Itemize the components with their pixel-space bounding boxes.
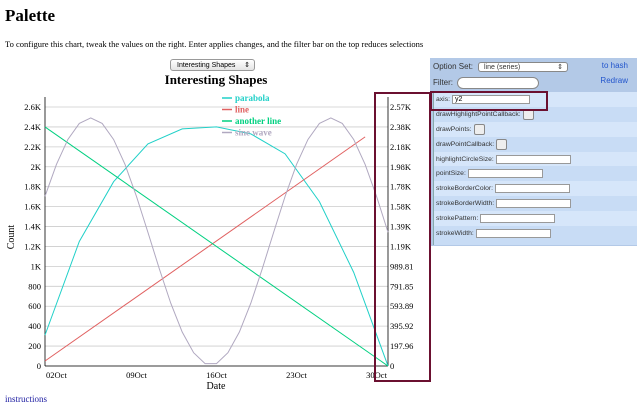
options-list: axis: drawHighlightPointCallback: drawPoin… — [433, 92, 637, 245]
y2-axis-highlight — [374, 92, 431, 382]
option-label: strokeWidth: — [436, 229, 474, 237]
chart-select[interactable]: Interesting Shapes ⇕ — [170, 59, 255, 71]
x-tick-label: 02Oct — [46, 370, 67, 380]
option-row: highlightCircleSize: — [434, 151, 637, 167]
to-hash-link[interactable]: to hash — [601, 61, 628, 70]
option-input[interactable] — [475, 228, 551, 238]
axis-option-highlight — [430, 91, 548, 111]
select-arrows-icon: ⇕ — [557, 64, 563, 71]
option-label: drawPointCallback: — [436, 140, 495, 148]
y-tick-label: 0 — [37, 361, 41, 371]
option-button[interactable] — [496, 138, 508, 150]
filter-label: Filter: — [433, 78, 453, 87]
y-tick-label: 2.2K — [24, 142, 42, 152]
y-tick-label: 1.6K — [24, 202, 42, 212]
option-checkbox[interactable] — [473, 123, 485, 135]
y-tick-label: 1.4K — [24, 222, 42, 232]
option-row: strokeWidth: — [434, 226, 637, 241]
legend-label: parabola — [235, 93, 270, 103]
y-tick-label: 2.6K — [24, 102, 42, 112]
select-arrows-icon: ⇕ — [244, 62, 250, 69]
y2-tick-label: 2.18K — [390, 142, 412, 152]
y2-tick-label: 395.92 — [390, 321, 413, 331]
y2-tick-label: 791.85 — [390, 281, 413, 291]
y-axis-label: Count — [6, 225, 17, 250]
y-tick-label: 2K — [31, 162, 42, 172]
option-input[interactable] — [495, 184, 571, 194]
x-axis-label: Date — [207, 381, 226, 392]
option-input[interactable] — [496, 199, 572, 209]
option-label: highlightCircleSize: — [436, 155, 494, 163]
series-line-line — [44, 136, 366, 362]
option-row: pointSize: — [434, 166, 637, 181]
option-row: drawPointCallback: — [434, 137, 637, 152]
option-label: strokeBorderColor: — [436, 185, 494, 193]
y2-tick-label: 2.38K — [390, 122, 412, 132]
y2-tick-label: 1.58K — [390, 202, 412, 212]
legend-label: sine wave — [235, 128, 272, 138]
x-tick-label: 09Oct — [126, 370, 147, 380]
y-tick-label: 1.2K — [24, 241, 42, 251]
option-row: strokeBorderColor: — [434, 181, 637, 197]
chart-select-value: Interesting Shapes — [177, 62, 236, 69]
series-line-another-line — [44, 126, 389, 367]
y-tick-label: 800 — [28, 281, 41, 291]
x-tick-label: 30Oct — [366, 370, 387, 380]
y2-tick-label: 1.19K — [390, 241, 412, 251]
y2-tick-label: 1.39K — [390, 222, 412, 232]
option-row: axis: — [434, 92, 637, 107]
instructions-link[interactable]: instructions — [5, 394, 47, 404]
series-line-sine-wave — [44, 117, 389, 365]
y-tick-label: 2.4K — [24, 122, 42, 132]
redraw-link[interactable]: Redraw — [600, 76, 628, 85]
y2-tick-label: 197.96 — [390, 341, 413, 351]
option-input[interactable] — [480, 214, 556, 224]
x-tick-label: 23Oct — [286, 370, 307, 380]
series-line-parabola — [44, 126, 389, 367]
y2-tick-label: 989.81 — [390, 261, 413, 271]
option-label: strokeBorderWidth: — [436, 200, 495, 208]
options-panel: Option Set: line (series) ⇕ Filter: to ha… — [430, 58, 637, 246]
option-set-label: Option Set: — [433, 62, 474, 71]
page-description: To configure this chart, tweak the value… — [5, 39, 424, 49]
chart-title: Interesting Shapes — [165, 72, 268, 87]
option-row: strokeBorderWidth: — [434, 196, 637, 211]
page-title: Palette — [5, 6, 56, 25]
option-label: drawHighlightPointCallback: — [436, 110, 521, 118]
option-label: strokePattern: — [436, 215, 479, 223]
y2-tick-label: 1.98K — [390, 162, 412, 172]
x-tick-label: 16Oct — [206, 370, 227, 380]
legend-label: another line — [235, 116, 281, 126]
legend-label: line — [235, 105, 249, 115]
option-label: axis: — [436, 95, 450, 103]
option-label: pointSize: — [436, 170, 466, 178]
option-input[interactable] — [451, 94, 530, 104]
y2-tick-label: 0 — [390, 361, 394, 371]
option-input[interactable] — [467, 169, 543, 179]
option-input[interactable] — [495, 154, 571, 164]
option-set-select[interactable]: line (series) ⇕ — [478, 62, 568, 72]
y-tick-label: 600 — [28, 301, 41, 311]
y2-tick-label: 593.89 — [390, 301, 413, 311]
option-label: drawPoints: — [436, 125, 472, 133]
y2-tick-label: 2.57K — [390, 102, 412, 112]
option-row: strokePattern: — [434, 211, 637, 227]
option-row: drawPoints: — [434, 121, 637, 137]
option-set-value: line (series) — [484, 64, 521, 71]
y-tick-label: 400 — [28, 321, 41, 331]
y-tick-label: 1.8K — [24, 182, 42, 192]
y2-tick-label: 1.78K — [390, 182, 412, 192]
y-tick-label: 200 — [28, 341, 41, 351]
filter-input[interactable] — [457, 77, 539, 89]
y-tick-label: 1K — [31, 261, 42, 271]
